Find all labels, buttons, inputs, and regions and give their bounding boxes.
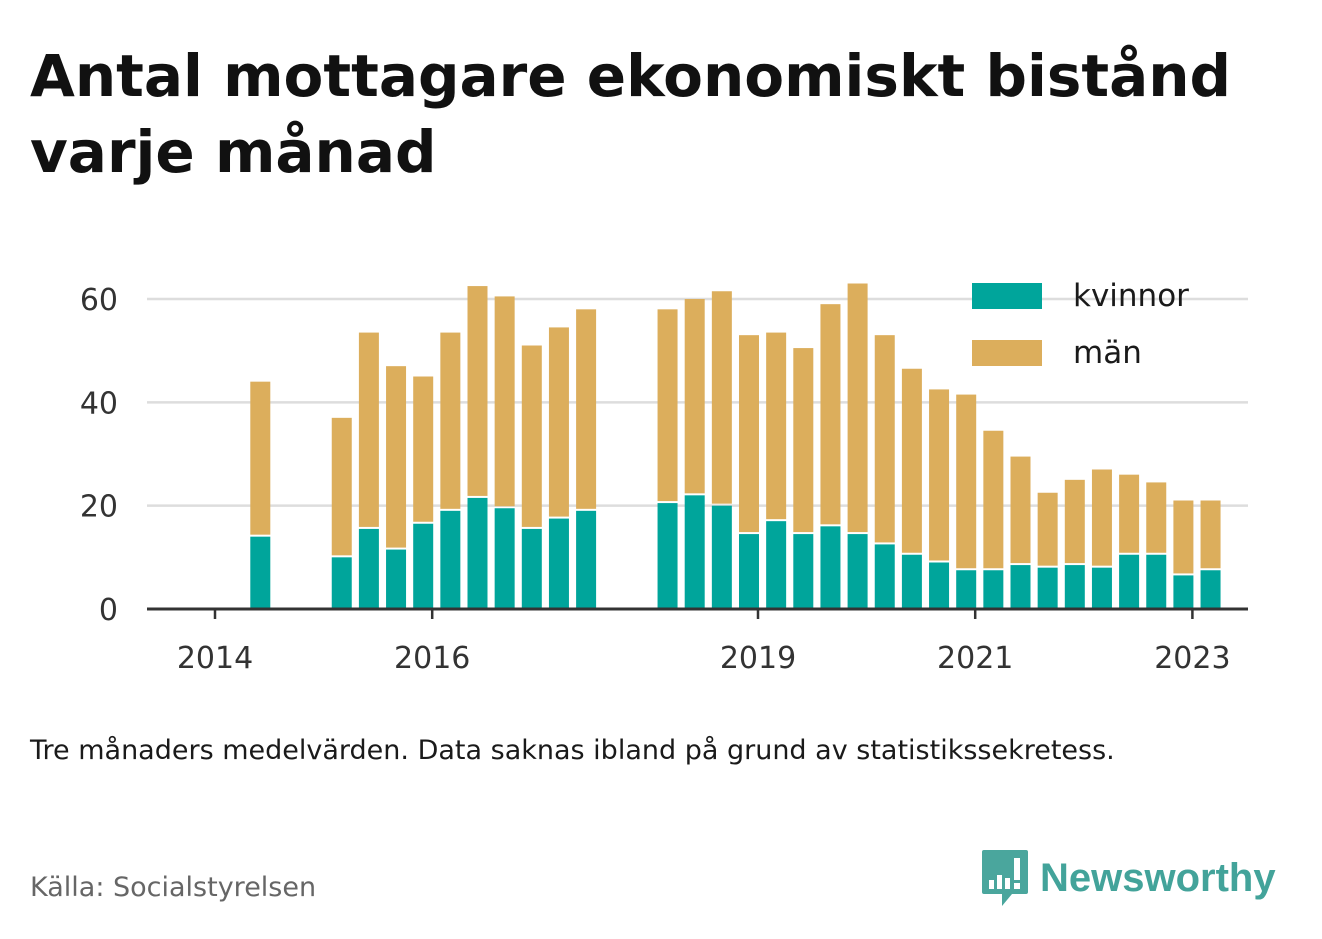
bar-man <box>874 335 895 543</box>
bar-man <box>956 394 977 569</box>
bar-man <box>793 348 814 533</box>
x-tick-label: 2019 <box>720 641 796 676</box>
bar-man <box>684 299 705 494</box>
bar-kvinnor <box>1064 565 1085 609</box>
bar-kvinnor <box>358 528 379 609</box>
bar-man <box>847 283 868 533</box>
bar-kvinnor <box>494 508 515 609</box>
bar-kvinnor <box>1037 567 1058 609</box>
bar-man <box>576 309 597 509</box>
bar-kvinnor <box>983 570 1004 609</box>
bar-man <box>1091 469 1112 566</box>
bar-kvinnor <box>874 544 895 609</box>
bar-kvinnor <box>386 549 407 609</box>
bar-kvinnor <box>1010 565 1031 609</box>
legend-label-kvinnor: kvinnor <box>1073 278 1189 314</box>
bar-man <box>521 345 542 527</box>
bar-kvinnor <box>766 521 787 609</box>
bar-kvinnor <box>548 518 569 609</box>
bars <box>250 283 1221 609</box>
bar-kvinnor <box>657 503 678 609</box>
bar-man <box>1200 500 1221 569</box>
bar-kvinnor <box>440 510 461 609</box>
x-axis-ticks: 2014 2016 2019 2021 2023 <box>177 609 1231 676</box>
bar-man <box>766 332 787 520</box>
bar-kvinnor <box>820 526 841 609</box>
bar-man <box>494 296 515 507</box>
chart-note: Tre månaders medelvärden. Data saknas ib… <box>30 735 1115 766</box>
bar-kvinnor <box>956 570 977 609</box>
bar-kvinnor <box>901 554 922 609</box>
y-tick-label: 20 <box>80 490 118 525</box>
newsworthy-logo[interactable]: Newsworthy <box>980 848 1276 908</box>
bar-kvinnor <box>521 528 542 609</box>
x-tick-label: 2014 <box>177 641 253 676</box>
bar-man <box>467 286 488 496</box>
bar-man <box>386 366 407 548</box>
bar-man <box>820 304 841 525</box>
bar-man <box>657 309 678 502</box>
x-tick-label: 2016 <box>394 641 470 676</box>
bar-man <box>1146 482 1167 553</box>
bar-man <box>358 332 379 527</box>
bar-kvinnor <box>1173 575 1194 609</box>
bar-man <box>440 332 461 509</box>
y-tick-label: 60 <box>80 283 118 318</box>
newsworthy-logo-icon <box>982 850 1028 906</box>
bar-man <box>548 327 569 517</box>
bar-kvinnor <box>793 534 814 609</box>
y-axis-ticks: 0 20 40 60 <box>80 283 118 628</box>
bar-kvinnor <box>250 536 271 609</box>
bar-man <box>1119 474 1140 553</box>
x-tick-label: 2021 <box>937 641 1013 676</box>
bar-man <box>1064 479 1085 564</box>
legend-swatch-kvinnor <box>972 283 1042 309</box>
bar-kvinnor <box>1091 567 1112 609</box>
bar-man <box>1037 492 1058 566</box>
bar-kvinnor <box>331 557 352 609</box>
bar-man <box>250 381 271 535</box>
bar-kvinnor <box>1119 554 1140 609</box>
bar-kvinnor <box>1200 570 1221 609</box>
bar-kvinnor <box>929 562 950 609</box>
bar-kvinnor <box>739 534 759 609</box>
bar-kvinnor <box>413 523 434 609</box>
bar-kvinnor <box>847 534 868 609</box>
bar-kvinnor <box>576 510 597 609</box>
bar-kvinnor <box>1146 554 1167 609</box>
y-tick-label: 0 <box>99 593 118 628</box>
source-text: Källa: Socialstyrelsen <box>30 872 317 903</box>
bar-man <box>739 335 759 533</box>
brand-name: Newsworthy <box>1040 855 1276 900</box>
y-tick-label: 40 <box>80 386 118 421</box>
bar-kvinnor <box>467 497 488 609</box>
stacked-bar-chart: 0 20 40 60 2014 2016 2019 2021 2023 kvinnor män <box>80 278 1248 676</box>
bar-man <box>1173 500 1194 574</box>
bar-man <box>711 291 732 504</box>
bar-man <box>413 376 434 522</box>
bar-man <box>929 389 950 561</box>
bar-man <box>983 430 1004 569</box>
bar-man <box>331 417 352 556</box>
chart-title: Antal mottagare ekonomiskt bistånd varje… <box>30 42 1232 186</box>
bar-man <box>901 368 922 553</box>
legend-label-man: män <box>1073 335 1142 371</box>
x-tick-label: 2023 <box>1154 641 1230 676</box>
legend-swatch-man <box>972 340 1042 366</box>
bar-kvinnor <box>711 505 732 609</box>
bar-kvinnor <box>684 495 705 609</box>
bar-man <box>1010 456 1031 564</box>
legend: kvinnor män <box>972 278 1189 371</box>
